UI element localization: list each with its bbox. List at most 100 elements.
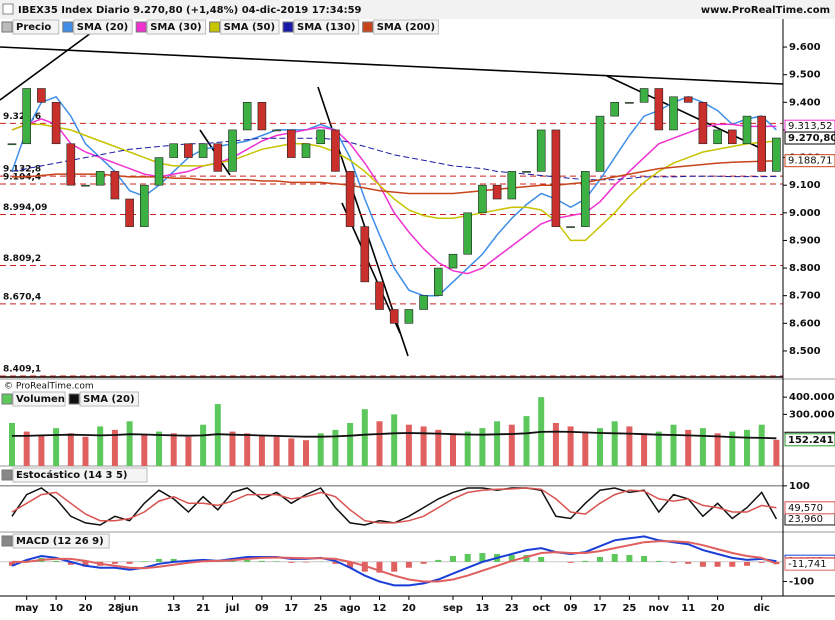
candle <box>595 115 605 172</box>
volume-bar <box>53 428 60 466</box>
volume-bar <box>391 414 398 466</box>
histogram-bar <box>699 561 706 567</box>
volume-bar <box>567 426 574 466</box>
x-tick-label: nov <box>649 603 670 614</box>
histogram-bar <box>508 554 515 562</box>
volume-bar <box>332 429 339 466</box>
histogram-bar <box>303 561 309 563</box>
x-tick-label: 13 <box>167 603 181 614</box>
header-bar <box>0 0 835 19</box>
trend-line <box>0 46 784 85</box>
candle <box>331 129 340 172</box>
candle <box>110 171 120 200</box>
x-tick-label: 17 <box>284 603 298 614</box>
volume-bar <box>773 439 780 466</box>
volume-bar <box>626 426 633 466</box>
x-tick-label: 28 <box>108 603 122 614</box>
volume-bar <box>611 421 618 466</box>
histogram-bar <box>9 561 15 566</box>
volume-bar <box>38 435 45 466</box>
value-box-label: -11,741 <box>788 559 827 570</box>
volume-bar <box>450 433 456 466</box>
x-tick-label: 20 <box>711 603 725 614</box>
x-tick-label: may <box>15 603 39 614</box>
legend-label: SMA (20) <box>77 22 128 33</box>
candle <box>360 226 370 283</box>
volume-sma <box>12 430 777 440</box>
candle <box>184 143 193 158</box>
volume-bar <box>685 429 692 466</box>
histogram-bar <box>538 556 545 562</box>
value-box-label: 9.270,80 <box>788 133 835 144</box>
legend-bg <box>373 19 439 35</box>
legend-bg <box>12 467 148 483</box>
candle <box>404 309 414 324</box>
site: www.ProRealTime.com <box>701 5 830 16</box>
volume-bar <box>200 424 207 466</box>
trend-line <box>0 29 96 101</box>
candle <box>654 88 664 131</box>
volume-bar <box>508 424 515 466</box>
volume-bar <box>361 409 368 466</box>
candle <box>345 171 355 227</box>
candle <box>95 171 105 186</box>
candle <box>566 226 575 228</box>
histogram-bar <box>111 561 118 564</box>
candle <box>448 253 458 269</box>
volume-bar <box>655 431 662 466</box>
volume-bar <box>288 438 295 466</box>
candle <box>551 129 561 227</box>
histogram-bar <box>258 560 265 562</box>
legend-bg <box>79 391 139 407</box>
y-tick-label: 300.000 <box>789 409 835 420</box>
legend-bg <box>12 391 66 407</box>
candle <box>257 102 267 131</box>
volume-bar <box>97 426 104 466</box>
histogram-bar <box>758 561 765 563</box>
value-box <box>784 501 835 515</box>
level-label: 8.409,1 <box>3 365 41 375</box>
volume-bar <box>435 429 442 466</box>
legend-bg <box>146 19 207 35</box>
candle <box>154 157 164 186</box>
histogram-bar <box>67 561 74 565</box>
x-tick-label: 11 <box>681 603 695 614</box>
candle <box>669 96 678 131</box>
sma-line <box>12 159 777 195</box>
candle <box>742 115 752 145</box>
volume-bar <box>420 426 427 466</box>
candle <box>301 143 311 158</box>
macd-line <box>12 540 777 583</box>
volume-bar <box>582 431 589 466</box>
volume-bar <box>23 431 30 466</box>
histogram-bar <box>464 554 471 562</box>
volume-bar <box>347 422 354 466</box>
histogram-bar <box>670 561 677 563</box>
legend-bg <box>73 19 133 35</box>
volume-bar <box>641 433 648 466</box>
candle <box>727 129 737 145</box>
histogram-bar <box>420 561 427 564</box>
histogram-bar <box>611 554 618 562</box>
value-box <box>784 131 835 145</box>
histogram-bar <box>141 561 148 562</box>
histogram-bar <box>273 561 280 562</box>
level-label: 8.670,4 <box>3 292 41 302</box>
histogram-bar <box>332 561 339 564</box>
volume-bar <box>185 436 192 466</box>
volume-bar <box>479 428 486 466</box>
histogram-bar <box>582 560 589 562</box>
value-box-label: 152.241 <box>788 435 834 446</box>
legend-bg <box>293 19 360 35</box>
candle <box>81 184 90 187</box>
legend-label: SMA (20) <box>83 394 134 405</box>
volume-bar <box>670 424 677 466</box>
sma-line <box>11 137 777 181</box>
legend-label: Precio <box>16 22 51 33</box>
histogram-bar <box>156 558 162 562</box>
histogram-bar <box>685 561 692 564</box>
volume-bar <box>758 424 765 466</box>
histogram-bar <box>626 554 633 562</box>
menu-icon[interactable] <box>2 3 14 15</box>
sma-line <box>11 118 777 275</box>
